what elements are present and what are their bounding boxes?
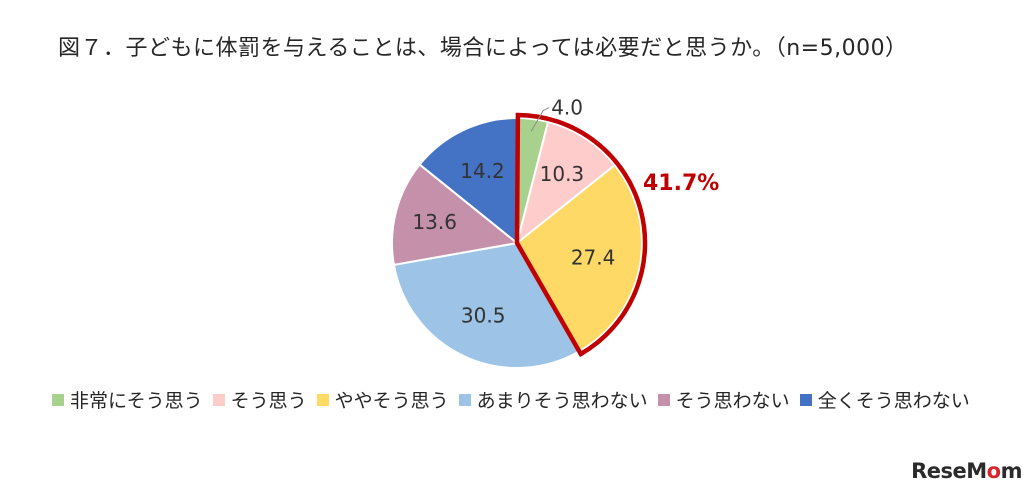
legend-item-1: 非常にそう思う	[52, 386, 203, 413]
pie-slice-2	[515, 120, 617, 246]
legend-label-2: そう思う	[230, 390, 307, 412]
value-label-4: 30.5	[461, 304, 506, 328]
legend-label-5: そう思わない	[675, 390, 790, 412]
legend-swatch-5	[657, 393, 670, 406]
pie-slice-6	[418, 116, 518, 246]
legend-label-1: 非常にそう思う	[70, 390, 203, 412]
legend-swatch-4	[458, 393, 471, 406]
pie-slice-3	[515, 163, 643, 353]
legend-item-5: そう思わない	[657, 386, 790, 413]
legend-label-4: あまりそう思わない	[476, 390, 648, 412]
legend-label-3: ややそう思う	[334, 390, 449, 412]
legend-swatch-6	[799, 393, 812, 406]
legend-item-4: あまりそう思わない	[458, 386, 648, 413]
legend-item-2: そう思う	[212, 386, 307, 413]
value-label-5: 13.6	[412, 210, 457, 234]
resemom-logo: ReseMom	[911, 459, 1022, 483]
legend-swatch-1	[52, 393, 64, 406]
chart-legend: 非常にそう思う そう思う ややそう思う あまりそう思わない そう思わない 全くそう思わない	[52, 386, 980, 413]
legend-swatch-3	[316, 393, 329, 406]
legend-swatch-2	[212, 393, 225, 406]
value-label-1: 4.0	[551, 96, 583, 120]
highlight-outline	[514, 112, 648, 358]
value-label-2: 10.3	[540, 162, 585, 186]
leader-line-1	[530, 107, 550, 132]
legend-item-6: 全くそう思わない	[799, 386, 970, 413]
value-label-6: 14.2	[460, 159, 505, 183]
pie-slice-5	[391, 163, 520, 267]
highlight-label: 41.7%	[643, 171, 719, 196]
legend-label-6: 全くそう思わない	[817, 390, 970, 412]
chart-title: 図７．子どもに体罰を与えることは、場合によっては必要だと思うか。（n=5,000…	[58, 36, 908, 61]
value-label-3: 27.4	[571, 246, 616, 270]
legend-item-3: ややそう思う	[316, 386, 449, 413]
